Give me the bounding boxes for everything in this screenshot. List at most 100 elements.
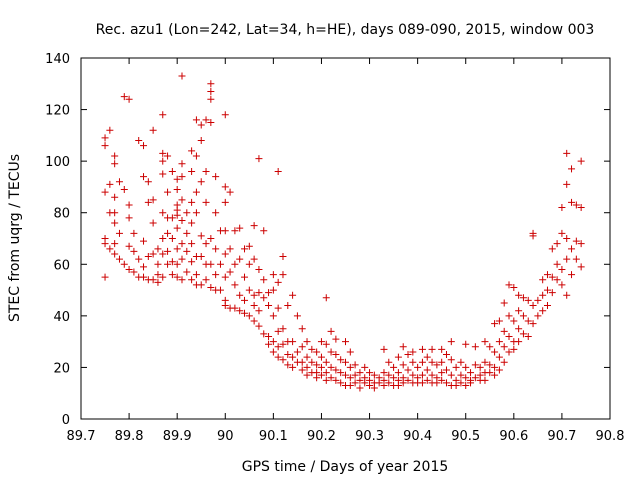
y-tick-label: 140 [45,52,70,67]
data-point [164,260,172,268]
data-point [346,374,354,382]
data-point [491,348,499,356]
data-point [500,327,508,335]
data-point [236,255,244,263]
data-point [438,369,446,377]
data-point [255,307,263,315]
data-point [168,167,176,175]
data-point [409,348,417,356]
data-point [433,379,441,387]
data-point [385,358,393,366]
data-point [346,381,354,389]
data-point [394,369,402,377]
data-point [250,302,258,310]
data-point [529,320,537,328]
data-point [159,273,167,281]
data-point [577,157,585,165]
chart-title: Rec. azu1 (Lon=242, Lat=34, h=HE), days … [96,22,595,38]
data-point [120,186,128,194]
x-tick-label: 90.5 [451,429,480,444]
data-point [577,263,585,271]
data-point [111,250,119,258]
data-point [178,276,186,284]
data-point [173,245,181,253]
data-point [221,183,229,191]
data-point [409,371,417,379]
data-point [255,289,263,297]
data-point [543,271,551,279]
data-point [462,374,470,382]
data-point [452,363,460,371]
y-tick-label: 20 [53,361,70,376]
data-point [327,374,335,382]
data-point [452,381,460,389]
data-point [327,327,335,335]
data-point [255,322,263,330]
data-point [313,374,321,382]
data-point [207,88,215,96]
data-point [303,338,311,346]
data-point [380,345,388,353]
data-point [226,245,234,253]
data-point [342,338,349,346]
data-point [505,281,513,289]
data-point [101,273,109,281]
data-point [140,263,148,271]
data-point [159,209,167,217]
data-point [140,237,148,245]
data-point [173,260,181,268]
data-point [212,271,220,279]
data-point [447,371,455,379]
data-point [269,271,277,279]
data-point [154,245,162,253]
data-point [125,95,133,103]
data-point [563,255,571,263]
data-point [447,338,455,346]
data-point [178,216,186,224]
data-point [144,178,152,186]
data-point [120,260,128,268]
data-point [558,204,566,212]
data-point [500,343,508,351]
data-point [471,343,479,351]
data-point [120,93,128,101]
data-point [192,271,200,279]
data-point [529,232,537,240]
data-point [221,111,229,119]
data-point [245,286,253,294]
data-point [178,240,186,248]
data-point [188,167,196,175]
data-point [188,147,196,155]
data-point [356,384,364,392]
data-point [202,116,210,124]
y-axis-title: STEC from uqrg / TECUs [7,154,23,322]
data-point [255,155,263,163]
data-point [279,356,287,364]
data-point [462,340,470,348]
data-point [534,312,542,320]
data-point [539,276,547,284]
data-point [524,332,532,340]
data-point [289,363,297,371]
data-point [197,232,205,240]
data-point [188,198,196,206]
data-point [188,276,196,284]
data-point [250,291,258,299]
data-point [101,188,109,196]
data-point [231,260,239,268]
data-point [269,286,277,294]
data-point [284,351,292,359]
data-point [265,332,273,340]
data-point [289,353,297,361]
data-point [130,247,138,255]
data-point [438,358,446,366]
data-point [207,260,215,268]
data-point [188,219,196,227]
data-point [322,340,330,348]
x-tick-labels: 89.7 89.8 89.9 90 90.1 90.2 90.3 90.4 90.5 90.6 90… [67,429,625,444]
y-tick-label: 120 [45,104,70,119]
data-point [111,240,119,248]
data-point [260,294,268,302]
data-point [332,335,340,343]
data-point [192,188,200,196]
